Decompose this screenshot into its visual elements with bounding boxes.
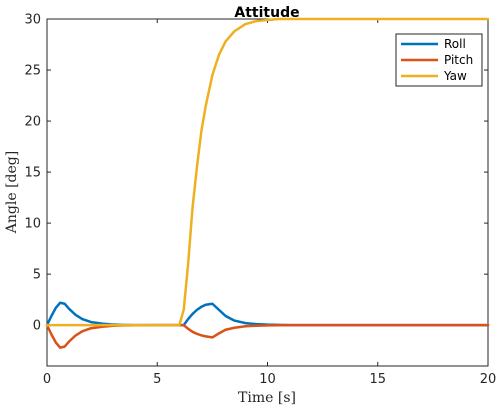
x-tick-label: 5 [153,372,161,387]
y-tick-label: 0 [33,319,41,334]
series-line-yaw [45,17,490,327]
x-tick-label: 10 [259,372,276,387]
y-tick-label: 5 [33,268,41,283]
series-lines [45,17,490,349]
x-tick-label: 20 [480,372,497,387]
x-axis-label: Time [s] [238,390,296,406]
legend: Roll Pitch Yaw [395,33,483,87]
chart-title: Attitude [234,5,299,21]
y-tick-label: 25 [24,64,41,79]
legend-label-pitch: Pitch [444,53,473,67]
y-tick-label: 15 [24,166,41,181]
x-tick-label: 15 [369,372,386,387]
series-line-pitch [45,323,490,349]
y-tick-label: 10 [24,217,41,232]
legend-label-roll: Roll [444,37,466,51]
legend-label-yaw: Yaw [443,69,467,83]
y-tick-label: 30 [24,13,41,28]
y-tick-label: 20 [24,115,41,130]
y-axis-label: Angle [deg] [4,151,20,234]
x-tick-label: 0 [43,372,51,387]
